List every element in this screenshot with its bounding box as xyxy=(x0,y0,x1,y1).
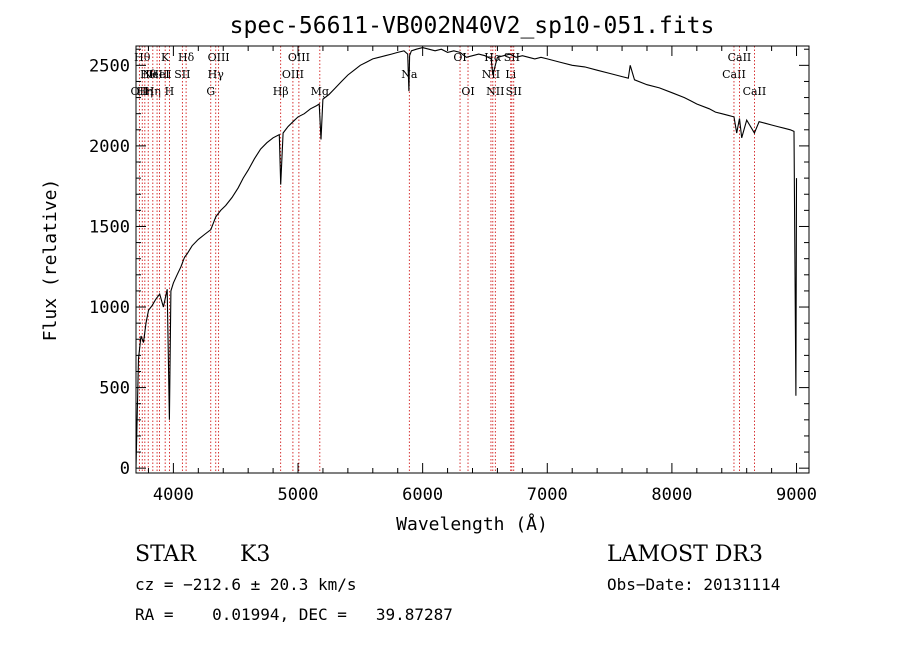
coordinates-text: RA = 0.01994, DEC = 39.87287 xyxy=(135,605,453,624)
marker-label-7: K xyxy=(161,51,170,64)
marker-label-27: CaII xyxy=(722,68,746,81)
marker-label-28: CaII xyxy=(728,51,752,64)
obs-date: Obs−Date: 20131114 xyxy=(607,575,780,594)
y-tick-label: 500 xyxy=(99,379,130,399)
x-axis-label: Wavelength (Å) xyxy=(396,513,548,535)
marker-label-6: HeI xyxy=(149,68,169,81)
x-tick-label: 4000 xyxy=(153,485,194,505)
y-tick-label: 1500 xyxy=(89,217,130,237)
marker-label-2: Hη xyxy=(137,85,153,98)
marker-label-29: CaII xyxy=(743,85,767,98)
marker-label-9: SII xyxy=(174,68,190,81)
marker-label-19: OI xyxy=(453,51,466,64)
marker-label-16: OIII xyxy=(288,51,310,64)
spectrum-series xyxy=(135,47,798,469)
x-axis: 4000 5000 6000 7000 8000 9000 xyxy=(147,46,817,505)
marker-label-25: SII xyxy=(504,51,520,64)
chart-title: spec-56611-VB002N40V2_sp10-051.fits xyxy=(230,13,715,39)
marker-label-21: NII xyxy=(482,68,500,81)
x-tick-label: 7000 xyxy=(527,485,568,505)
marker-label-14: Hβ xyxy=(273,85,289,98)
marker-label-17: Mg xyxy=(311,85,329,98)
marker-label-1: Hθ xyxy=(134,51,151,64)
marker-label-22: Hα xyxy=(484,51,502,64)
object-subclass: K3 xyxy=(240,542,270,567)
x-tick-label: 9000 xyxy=(776,485,817,505)
y-axis-label: Flux (relative) xyxy=(40,179,61,342)
x-tick-label: 6000 xyxy=(402,485,443,505)
line-markers: OIIHθHηHθHηNeIIIHeIKHSIIHδGHγOIIIHβOIIIO… xyxy=(131,46,767,473)
marker-label-13: OIII xyxy=(208,51,230,64)
y-tick-label: 1000 xyxy=(89,298,130,318)
marker-label-8: H xyxy=(165,85,175,98)
marker-label-23: NII xyxy=(486,85,504,98)
velocity-text: cz = −212.6 ± 20.3 km/s xyxy=(135,575,357,594)
y-tick-label: 0 xyxy=(120,459,130,479)
marker-label-12: Hγ xyxy=(208,68,225,81)
marker-label-4: Hη xyxy=(145,85,161,98)
marker-label-20: OI xyxy=(461,85,474,98)
x-tick-label: 8000 xyxy=(651,485,692,505)
x-tick-label: 5000 xyxy=(278,485,319,505)
y-axis: 0 500 1000 1500 2000 2500 xyxy=(89,48,809,479)
marker-label-24: Li xyxy=(505,68,516,81)
object-class: STAR xyxy=(135,542,197,567)
plot-frame xyxy=(135,45,810,474)
y-tick-label: 2000 xyxy=(89,137,130,157)
marker-label-11: G xyxy=(206,85,215,98)
y-tick-label: 2500 xyxy=(89,56,130,76)
marker-label-5: NeIII xyxy=(142,68,171,81)
spectrum-line-0 xyxy=(135,47,798,469)
survey-name: LAMOST DR3 xyxy=(607,542,763,567)
marker-label-26: SII xyxy=(506,85,522,98)
marker-label-10: Hδ xyxy=(178,51,195,64)
marker-label-15: OIII xyxy=(282,68,304,81)
marker-label-0: OII xyxy=(131,85,149,98)
